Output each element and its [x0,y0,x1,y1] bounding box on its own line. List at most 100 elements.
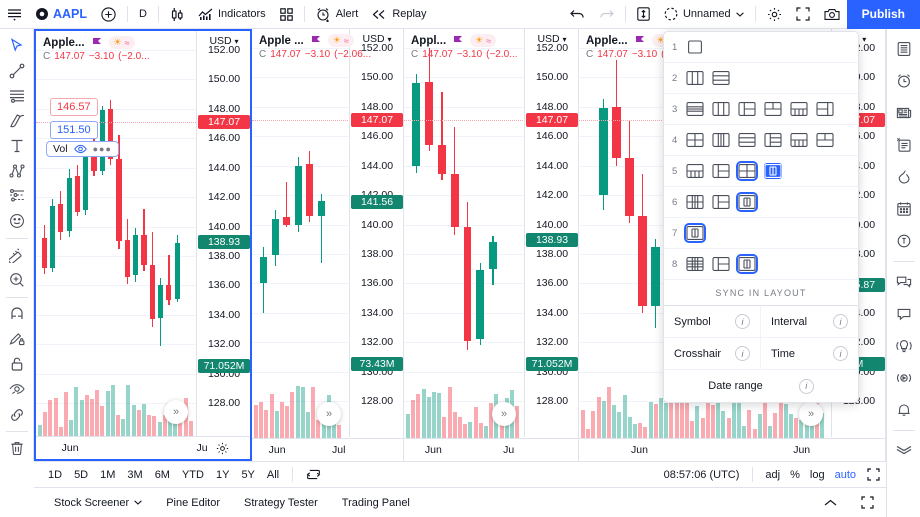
price-axis[interactable]: USD ▾152.00150.00148.00146.00144.00142.0… [349,29,403,437]
layout-2-vertical-icon[interactable] [686,70,704,86]
interval-button[interactable]: D [132,2,154,27]
link-icon[interactable] [3,404,31,425]
chart-pane-1[interactable]: USD ▾ 152.00 150.00 148.00 146.00 144.00 142.0… [34,29,252,461]
symbol-search-button[interactable]: AAPL [29,2,94,27]
indicators-button[interactable]: Indicators [191,2,273,27]
trash-icon[interactable] [3,438,31,459]
chart-pane-2[interactable]: USD ▾152.00150.00148.00146.00144.00142.0… [252,29,404,461]
redo-button[interactable] [592,2,621,27]
layout-8-c-icon[interactable] [736,254,758,274]
currency-selector[interactable]: USD ▾ [209,35,239,47]
chart-fullscreen-button[interactable] [861,465,886,484]
layout-4-rows-icon[interactable] [738,132,756,148]
cursor-icon[interactable] [3,35,31,56]
add-symbol-button[interactable] [94,2,123,27]
time-axis[interactable]: Jun Jul [252,438,403,461]
collapse-pane-icon[interactable] [890,437,918,465]
scale-button-%[interactable]: % [790,468,800,481]
measure-icon[interactable] [3,245,31,266]
sync-option-interval[interactable]: Interval i [761,306,858,338]
scroll-to-realtime-button[interactable]: » [317,402,341,426]
time-axis[interactable]: Jun Ju [36,436,250,459]
time-axis[interactable]: Jun Jun [579,438,885,461]
save-layout-button[interactable] [630,2,657,27]
info-icon[interactable]: i [833,346,848,361]
chart-settings-button[interactable] [760,2,789,27]
range-button-ytd[interactable]: YTD [181,468,204,481]
patterns-icon[interactable] [3,161,31,182]
hide-drawings-icon[interactable] [3,379,31,400]
layout-7-a-icon[interactable] [684,223,706,243]
calendar-icon[interactable] [890,195,918,223]
sync-option-symbol[interactable]: Symbol i [664,306,761,338]
chart-settings-icon[interactable] [216,442,229,455]
watchlist-icon[interactable] [890,35,918,63]
range-button-5y[interactable]: 5Y [241,468,255,481]
forecast-icon[interactable] [3,186,31,207]
range-button-5d[interactable]: 5D [74,468,89,481]
scale-button-log[interactable]: log [809,468,825,481]
sync-option-time[interactable]: Time i [761,338,858,370]
snapshot-button[interactable] [817,2,847,27]
layout-6-c-icon[interactable] [736,192,758,212]
private-chat-icon[interactable] [890,300,918,328]
scroll-to-realtime-button[interactable]: » [799,402,823,426]
price-alert-badge[interactable]: 146.57 [50,98,98,116]
chart-pane-3[interactable]: USD ▾ 152.00 150.00 148.00 146.00 144.00 142.0… [404,29,579,461]
currency-selector[interactable]: USD ▾ [362,33,392,45]
layout-5-a-icon[interactable] [686,163,704,179]
scroll-to-realtime-button[interactable]: » [492,402,516,426]
replay-button[interactable]: Replay [365,2,433,27]
scale-button-adj[interactable]: adj [765,468,781,481]
info-icon[interactable]: i [735,314,750,329]
drawing-mode-icon[interactable] [3,329,31,350]
text-icon[interactable] [3,135,31,156]
info-icon[interactable]: i [735,346,750,361]
alerts-icon[interactable] [890,67,918,95]
layout-3-top-split-icon[interactable] [764,101,782,117]
sync-option-date-range[interactable]: Date range i [664,370,858,402]
layout-3-rows-icon[interactable] [686,101,704,117]
news-icon[interactable] [890,99,918,127]
trend-line-icon[interactable] [3,60,31,81]
layout-3-right-split-icon[interactable] [816,101,834,117]
footer-tab-strategy-tester[interactable]: Strategy Tester [232,492,330,514]
chart-style-button[interactable] [163,2,191,27]
zoom-in-icon[interactable] [3,270,31,291]
horizontal-lines-icon[interactable] [3,85,31,106]
range-button-6m[interactable]: 6M [154,468,170,481]
fullscreen-button[interactable] [789,2,817,27]
broadcast-icon[interactable] [890,364,918,392]
brush-icon[interactable] [3,110,31,131]
undo-button[interactable] [563,2,592,27]
layout-5-d-icon[interactable] [764,163,782,179]
layout-3-cols-icon[interactable] [712,101,730,117]
info-icon[interactable]: i [833,314,848,329]
range-button-1m[interactable]: 1M [100,468,116,481]
range-button-1y[interactable]: 1Y [215,468,230,481]
lock-icon[interactable] [3,354,31,375]
publish-button[interactable]: Publish [846,0,920,29]
footer-tab-pine-editor[interactable]: Pine Editor [154,492,232,514]
market-status-pill[interactable]: ☀ ≈ [108,36,135,49]
scale-button-auto[interactable]: auto [834,468,856,481]
layout-name-button[interactable]: Unnamed [657,2,751,27]
layout-4-left-stack-icon[interactable] [764,132,782,148]
emoji-icon[interactable] [3,211,31,232]
stream-icon[interactable] [890,332,918,360]
templates-button[interactable] [273,2,300,27]
layout-6-b-icon[interactable] [712,194,730,210]
layout-5-b-icon[interactable] [712,163,730,179]
footer-collapse-button[interactable] [812,494,849,512]
layout-5-c-icon[interactable] [736,161,758,181]
range-button-1d[interactable]: 1D [48,468,63,481]
range-button-all[interactable]: All [266,468,280,481]
main-menu-button[interactable] [0,2,29,27]
ideas-icon[interactable] [890,227,918,255]
range-button-3m[interactable]: 3M [127,468,143,481]
layout-8-b-icon[interactable] [712,256,730,272]
notifications-icon[interactable] [890,396,918,424]
layout-6-a-icon[interactable] [686,194,704,210]
time-axis[interactable]: Jun Ju [404,438,578,461]
